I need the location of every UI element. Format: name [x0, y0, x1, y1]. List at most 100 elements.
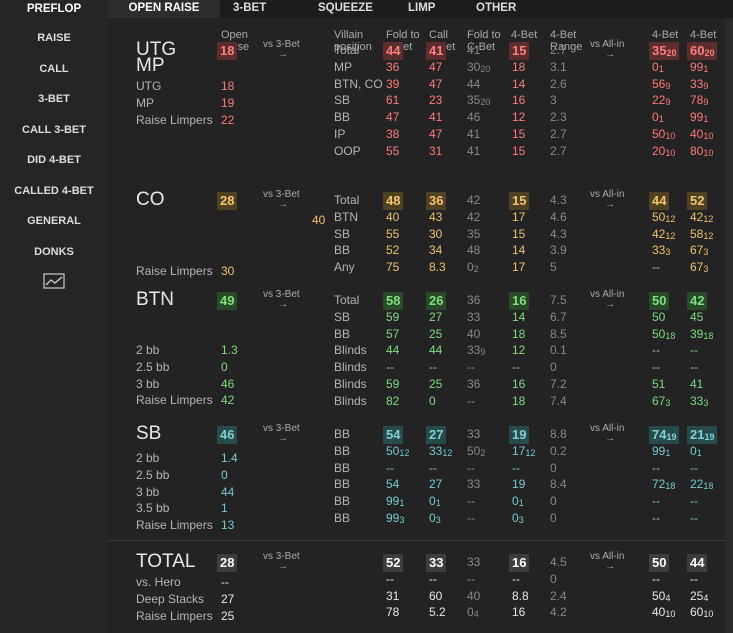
cell-btn-3-fc[interactable]: 339 — [467, 343, 486, 358]
cell-utg-3-f4[interactable]: 229 — [652, 93, 671, 108]
cell-total-0-fc[interactable]: 33 — [467, 555, 481, 569]
cell-total-0-r4[interactable]: 4.5 — [550, 555, 567, 569]
vs3bet-label-sb[interactable]: vs 3-Bet — [263, 423, 300, 434]
cell-sb-1-b4[interactable]: 1712 — [512, 443, 536, 458]
cell-co-1-c4[interactable]: 4212 — [690, 209, 714, 224]
cell-btn-4-fc[interactable]: -- — [467, 360, 475, 375]
left-value-co-0[interactable]: 30 — [221, 264, 235, 278]
cell-sb-5-f3[interactable]: 993 — [386, 511, 405, 526]
cell-sb-5-c3[interactable]: 03 — [429, 511, 441, 526]
sidebar-item-general[interactable]: GENERAL — [27, 215, 81, 227]
cell-btn-6-f4[interactable]: 673 — [652, 393, 671, 408]
cell-btn-0-r4[interactable]: 7.5 — [550, 293, 567, 307]
cell-utg-5-f4[interactable]: 5010 — [652, 127, 676, 142]
cell-co-2-b4[interactable]: 15 — [512, 226, 526, 241]
sidebar-item-3-bet[interactable]: 3-BET — [38, 93, 70, 105]
cell-utg-0-b4[interactable]: 15 — [509, 42, 530, 60]
cell-co-1-c3[interactable]: 43 — [429, 209, 443, 224]
cell-utg-3-f3[interactable]: 61 — [386, 93, 400, 108]
cell-btn-6-c4[interactable]: 333 — [690, 393, 709, 408]
cell-sb-2-fc[interactable]: -- — [467, 460, 475, 475]
cell-co-2-c3[interactable]: 30 — [429, 226, 443, 241]
vsallin-label-total[interactable]: vs All-in — [590, 551, 625, 562]
left-value-btn-0[interactable]: 1.3 — [221, 343, 238, 357]
cell-sb-3-c3[interactable]: 27 — [429, 477, 443, 492]
cell-sb-1-f4[interactable]: 991 — [652, 443, 671, 458]
cell-sb-3-b4[interactable]: 19 — [512, 477, 526, 492]
cell-sb-2-b4[interactable]: -- — [512, 460, 520, 475]
cell-sb-5-c4[interactable]: -- — [690, 511, 698, 525]
cell-sb-5-b4[interactable]: 03 — [512, 511, 524, 526]
cell-utg-2-r4[interactable]: 2.6 — [550, 76, 567, 91]
cell-co-1-r4[interactable]: 4.6 — [550, 209, 567, 224]
left-value-total-1[interactable]: 27 — [221, 591, 235, 606]
left-value-btn-3[interactable]: 42 — [221, 393, 235, 408]
sidebar-item-call[interactable]: CALL — [39, 62, 69, 75]
cell-total-1-f4[interactable]: -- — [652, 571, 660, 586]
cell-utg-3-b4[interactable]: 16 — [512, 93, 526, 108]
sidebar-item-raise[interactable]: RAISE — [37, 32, 71, 44]
cell-btn-5-f3[interactable]: 59 — [386, 377, 400, 391]
cell-sb-4-c4[interactable]: -- — [690, 494, 698, 509]
cell-utg-1-b4[interactable]: 18 — [512, 59, 526, 74]
cell-sb-4-f4[interactable]: -- — [652, 494, 660, 509]
cell-co-0-b4[interactable]: 15 — [509, 192, 530, 210]
cell-co-0-c4[interactable]: 52 — [687, 192, 708, 210]
cell-total-1-c3[interactable]: -- — [429, 571, 437, 586]
cell-utg-2-fc[interactable]: 44 — [467, 76, 481, 91]
open-raise-value-sb[interactable]: 46 — [217, 426, 238, 444]
cell-sb-4-fc[interactable]: -- — [467, 494, 475, 509]
cell-total-0-b4[interactable]: 16 — [509, 554, 530, 572]
cell-utg-1-c3[interactable]: 47 — [429, 59, 443, 74]
cell-sb-1-fc[interactable]: 502 — [467, 443, 486, 458]
cell-sb-4-r4[interactable]: 0 — [550, 494, 557, 509]
cell-sb-2-c4[interactable]: -- — [690, 460, 698, 475]
cell-btn-3-b4[interactable]: 12 — [512, 343, 526, 358]
cell-utg-6-c3[interactable]: 31 — [429, 143, 443, 158]
cell-utg-6-fc[interactable]: 41 — [467, 143, 481, 158]
cell-btn-1-f3[interactable]: 59 — [386, 309, 400, 324]
cell-total-2-fc[interactable]: 40 — [467, 588, 481, 603]
cell-total-1-r4[interactable]: 0 — [550, 571, 557, 586]
cell-sb-1-f3[interactable]: 5012 — [386, 443, 410, 458]
cell-total-3-f4[interactable]: 4010 — [652, 605, 676, 620]
cell-co-4-c4[interactable]: 673 — [690, 260, 709, 275]
cell-btn-6-b4[interactable]: 18 — [512, 393, 526, 408]
cell-btn-0-f4[interactable]: 50 — [649, 292, 670, 310]
cell-btn-2-f3[interactable]: 57 — [386, 326, 400, 341]
vs3bet-arrow-total[interactable]: → — [278, 561, 288, 572]
cell-co-3-b4[interactable]: 14 — [512, 243, 526, 258]
cell-co-3-c4[interactable]: 673 — [690, 243, 709, 258]
cell-btn-1-r4[interactable]: 6.7 — [550, 309, 567, 324]
cell-utg-1-f4[interactable]: 01 — [652, 59, 664, 74]
cell-co-3-f3[interactable]: 52 — [386, 243, 400, 258]
cell-utg-0-r4[interactable]: 2.7 — [550, 43, 567, 57]
cell-total-1-fc[interactable]: -- — [467, 571, 475, 586]
cell-total-2-f3[interactable]: 31 — [386, 588, 400, 603]
tab-3-bet[interactable]: 3-BET — [233, 2, 267, 14]
cell-btn-3-f4[interactable]: -- — [652, 343, 660, 358]
left-value-sb-2[interactable]: 44 — [221, 484, 235, 499]
vsallin-label-sb[interactable]: vs All-in — [590, 423, 625, 434]
cell-utg-2-f4[interactable]: 569 — [652, 76, 671, 91]
tab-open-raise[interactable]: OPEN RAISE — [108, 0, 220, 18]
open-raise-value-btn[interactable]: 49 — [217, 292, 238, 310]
cell-btn-6-c3[interactable]: 0 — [429, 393, 436, 408]
cell-sb-1-r4[interactable]: 0.2 — [550, 443, 567, 458]
cell-co-4-b4[interactable]: 17 — [512, 260, 526, 275]
cell-btn-0-c4[interactable]: 42 — [687, 292, 708, 310]
cell-utg-5-c4[interactable]: 4010 — [690, 127, 714, 142]
cell-total-2-b4[interactable]: 8.8 — [512, 588, 529, 603]
cell-sb-2-f3[interactable]: -- — [386, 460, 394, 475]
cell-btn-5-f4[interactable]: 51 — [652, 377, 666, 391]
cell-utg-5-r4[interactable]: 2.7 — [550, 127, 567, 141]
cell-sb-0-c4[interactable]: 2119 — [687, 426, 718, 444]
cell-btn-0-b4[interactable]: 16 — [509, 292, 530, 310]
vs3bet-label-total[interactable]: vs 3-Bet — [263, 551, 300, 562]
cell-utg-2-f3[interactable]: 39 — [386, 76, 400, 91]
vsallin-arrow-total[interactable]: → — [605, 561, 615, 572]
cell-btn-3-f3[interactable]: 44 — [386, 343, 400, 358]
left-value-total-2[interactable]: 25 — [221, 608, 235, 623]
cell-sb-0-fc[interactable]: 33 — [467, 427, 481, 441]
cell-co-0-fc[interactable]: 42 — [467, 193, 481, 207]
